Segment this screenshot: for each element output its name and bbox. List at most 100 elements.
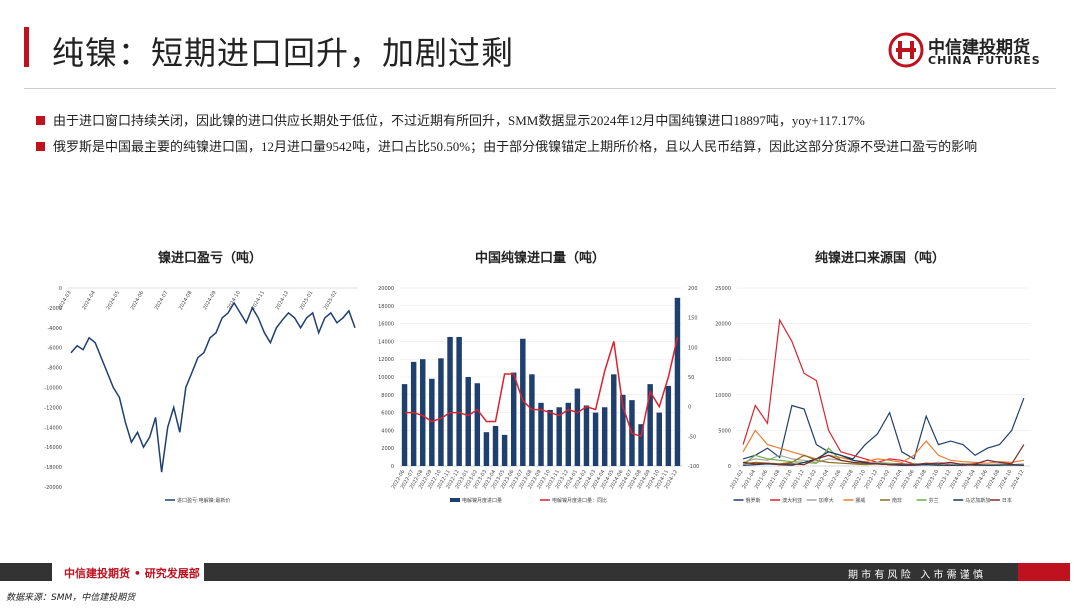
bullet-text: 由于进口窗口持续关闭，因此镍的进口供应长期处于低位，不过近期有所回升，SMM数据…: [53, 113, 865, 128]
bar: [647, 384, 653, 466]
logo-icon: [888, 32, 924, 68]
line: [70, 301, 356, 473]
bar: [574, 388, 581, 466]
bullet-text: 俄罗斯是中国最主要的纯镍进口国，12月进口量9542吨，进口占比50.50%；由…: [53, 139, 978, 154]
y-tick-label: 0: [391, 464, 394, 470]
y-tick-label: -20000: [44, 485, 62, 491]
y-tick-label: -10000: [44, 386, 62, 392]
chart-title: 中国纯镍进口量（吨）: [475, 250, 605, 266]
line: [404, 336, 679, 438]
y-tick-label: 4000: [381, 428, 394, 434]
line: [742, 397, 1025, 460]
chart-title: 纯镍进口来源国（吨）: [815, 250, 945, 266]
footer-left: 中信建投期货 • 研究发展部: [64, 567, 200, 580]
legend-label: 电解镍月度进口量：同比: [552, 497, 607, 504]
title-bar: [24, 27, 29, 67]
x-tick-label: 2025-01: [299, 290, 315, 311]
legend-label: 日本: [1002, 497, 1012, 504]
y-tick-label: -8000: [47, 366, 62, 372]
x-tick-label: 2024-12: [275, 290, 291, 311]
bar: [401, 384, 408, 466]
y-tick-label: 15000: [715, 357, 731, 363]
bar: [556, 407, 562, 466]
y-tick-label: 25000: [715, 286, 731, 292]
line: [742, 318, 1024, 466]
legend-label: 马达加斯加: [965, 497, 990, 504]
x-tick-label: 2024-04: [81, 290, 97, 311]
bar: [592, 412, 599, 466]
bar: [456, 336, 462, 466]
header-rule: [24, 88, 1056, 89]
bar: [620, 394, 626, 466]
y-tick-label: 14000: [378, 339, 394, 345]
line: [743, 444, 1025, 466]
y2-tick-label: 0: [688, 405, 691, 411]
y-tick-label: -2000: [47, 306, 62, 312]
bar: [520, 338, 526, 466]
y-tick-label: -12000: [44, 405, 62, 411]
y-tick-label: 10000: [715, 393, 731, 399]
bar: [410, 361, 417, 466]
bar: [638, 424, 644, 466]
y-tick-label: 12000: [378, 357, 394, 363]
y2-tick-label: 100: [688, 345, 698, 351]
bar: [611, 374, 617, 466]
legend-label: 南非: [892, 497, 902, 504]
slide-title: 纯镍：短期进口回升，加剧过剩: [52, 34, 515, 72]
y-tick-label: -16000: [44, 445, 62, 451]
bar: [429, 378, 435, 466]
bar: [529, 374, 535, 466]
y-tick-label: 5000: [718, 428, 731, 434]
y-tick-label: 10000: [378, 375, 394, 381]
line: [742, 429, 1025, 464]
y2-tick-label: -50: [688, 434, 696, 440]
x-tick-label: 2024-06: [130, 290, 146, 311]
footer-right: 期 市 有 风 险 入 市 需 谨 慎: [848, 570, 983, 581]
bar: [547, 409, 553, 466]
y-tick-label: 6000: [381, 411, 394, 417]
bar: [483, 432, 490, 466]
logo-en: CHINA FUTURES: [928, 54, 1041, 67]
x-tick-label: 2024-09: [202, 290, 218, 311]
y-tick-label: 16000: [378, 322, 394, 328]
y-tick-label: 20000: [715, 322, 731, 328]
bullet: 俄罗斯是中国最主要的纯镍进口国，12月进口量9542吨，进口占比50.50%；由…: [36, 134, 1036, 160]
x-tick-label: 2024-07: [154, 290, 170, 311]
bar: [656, 412, 662, 466]
y-tick-label: 2000: [381, 446, 394, 452]
x-tick-label: 2024-03: [57, 290, 73, 311]
bar: [465, 377, 471, 466]
footer-left-bg: [52, 563, 204, 581]
y-tick-label: -4000: [47, 326, 62, 332]
bar: [538, 402, 544, 466]
legend-label: 进口盈亏:电解镍:最新价: [177, 497, 230, 504]
legend-swatch: [450, 498, 460, 502]
legend-label: 电解镍月度进口量: [462, 497, 502, 504]
x-tick-label: 2024-08: [178, 290, 194, 311]
chart-title: 镍进口盈亏（吨）: [158, 250, 262, 266]
logo-cn: 中信建投期货: [928, 38, 1030, 58]
bar: [510, 372, 517, 466]
y2-tick-label: 150: [688, 316, 698, 322]
legend-label: 挪威: [855, 497, 865, 504]
y-tick-label: 20000: [378, 286, 394, 292]
x-tick-label: 2024-10: [226, 290, 242, 311]
legend-label: 芬兰: [929, 497, 939, 504]
bar: [665, 385, 672, 466]
y-tick-label: -6000: [47, 346, 62, 352]
y-tick-label: 0: [59, 286, 62, 292]
bar: [601, 407, 608, 466]
legend-label: 加拿大: [819, 497, 834, 504]
bar: [674, 297, 681, 466]
bar: [492, 425, 499, 466]
charts: 镍进口盈亏（吨）-20000-18000-16000-14000-12000-1…: [44, 250, 1030, 504]
bar: [447, 336, 453, 466]
y2-tick-label: -100: [688, 464, 699, 470]
y-tick-label: -18000: [44, 465, 62, 471]
y-tick-label: 8000: [381, 393, 394, 399]
y-tick-label: 0: [728, 464, 731, 470]
x-tick-label: 2024-05: [105, 290, 121, 311]
bar: [438, 358, 444, 466]
line: [742, 454, 1024, 466]
y2-tick-label: 200: [688, 286, 698, 292]
